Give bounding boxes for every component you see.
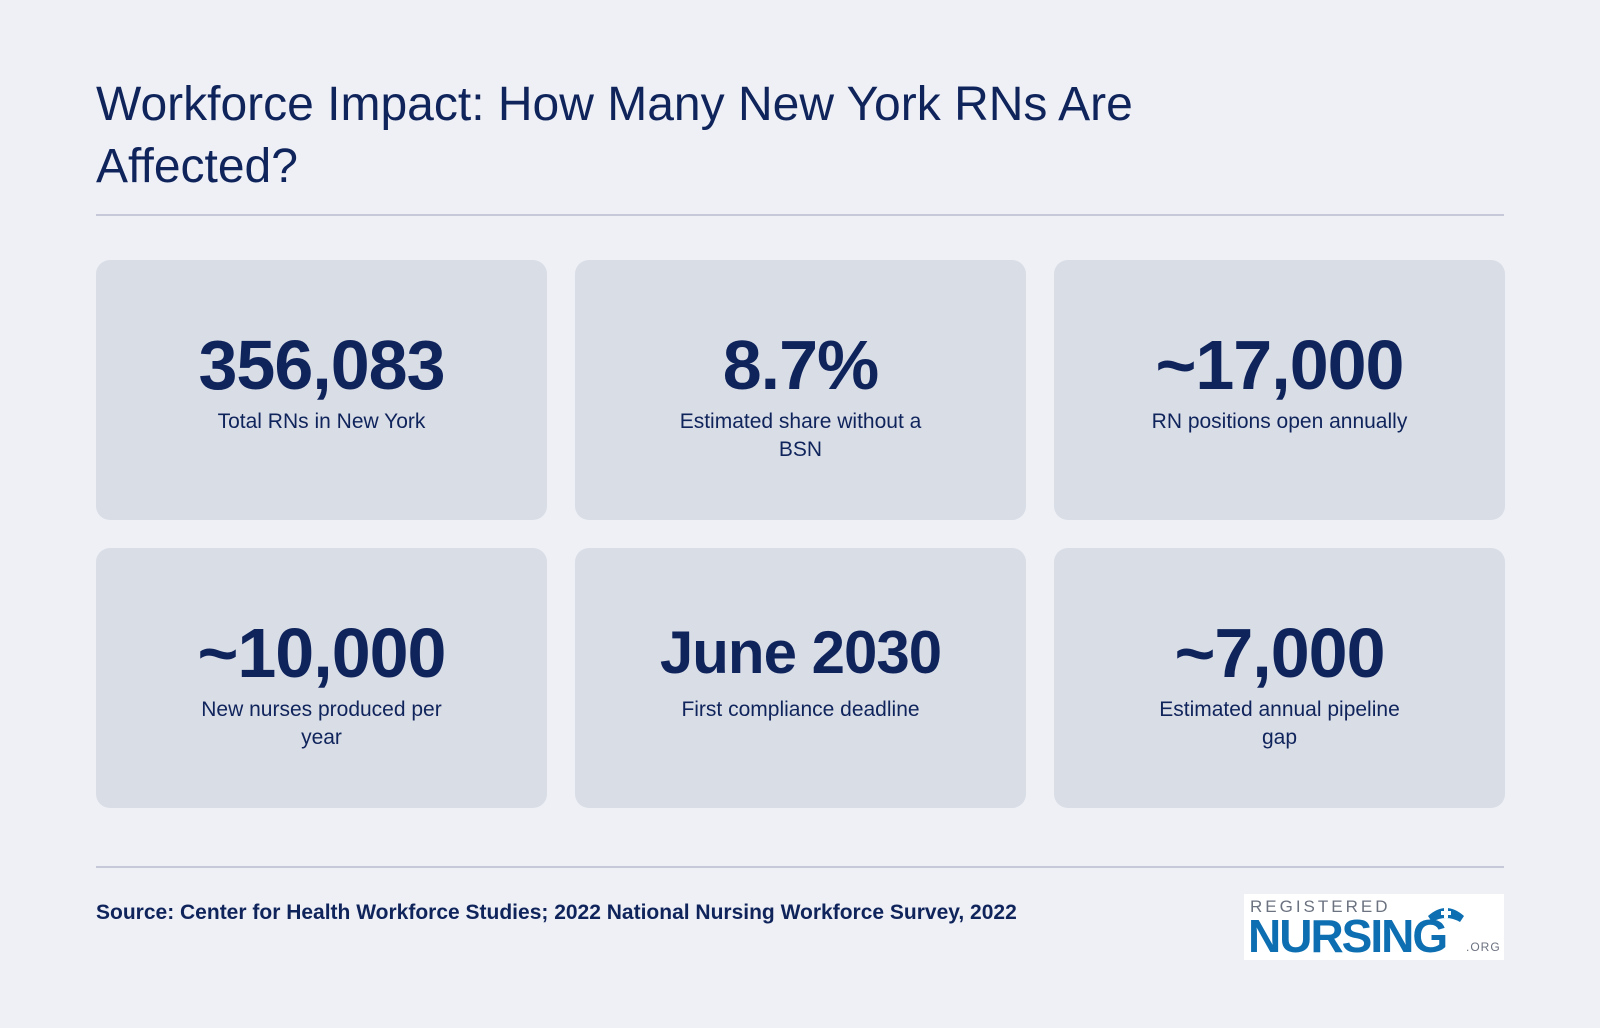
stat-value: ~7,000 bbox=[1174, 614, 1385, 692]
stat-card-share-without-bsn: 8.7% Estimated share without a BSN bbox=[575, 260, 1026, 520]
source-note: Source: Center for Health Workforce Stud… bbox=[96, 901, 1017, 924]
registered-nursing-logo: REGISTERED NURSING .ORG bbox=[1244, 894, 1504, 960]
title-divider bbox=[96, 214, 1504, 216]
stat-value: 8.7% bbox=[722, 326, 880, 404]
stat-label: RN positions open annually bbox=[1151, 410, 1408, 433]
logo-suffix-text: .ORG bbox=[1466, 940, 1501, 954]
stat-grid: 356,083 Total RNs in New York 8.7% Estim… bbox=[96, 260, 1505, 808]
stat-card-compliance-deadline: June 2030 First compliance deadline bbox=[575, 548, 1026, 808]
stat-label: Estimated annual pipeline gap bbox=[1159, 698, 1400, 749]
stat-label: First compliance deadline bbox=[681, 698, 920, 721]
footer-divider bbox=[96, 866, 1504, 868]
nurse-cap-icon bbox=[1428, 908, 1464, 922]
stat-label: New nurses produced per year bbox=[201, 698, 442, 749]
stat-value: 356,083 bbox=[198, 326, 445, 404]
logo-main-text: NURSING bbox=[1248, 910, 1448, 960]
page-title: Workforce Impact: How Many New York RNs … bbox=[96, 78, 1133, 193]
stat-label: Total RNs in New York bbox=[217, 410, 426, 433]
stat-value: June 2030 bbox=[659, 619, 942, 686]
stat-label: Estimated share without a BSN bbox=[679, 410, 922, 461]
stat-card-positions-open: ~17,000 RN positions open annually bbox=[1054, 260, 1505, 520]
stat-value: ~10,000 bbox=[197, 614, 447, 692]
stat-card-total-rns: 356,083 Total RNs in New York bbox=[96, 260, 547, 520]
stat-value: ~17,000 bbox=[1155, 326, 1405, 404]
logo-top-text: REGISTERED bbox=[1250, 897, 1391, 916]
stat-card-pipeline-gap: ~7,000 Estimated annual pipeline gap bbox=[1054, 548, 1505, 808]
stat-card-new-nurses: ~10,000 New nurses produced per year bbox=[96, 548, 547, 808]
